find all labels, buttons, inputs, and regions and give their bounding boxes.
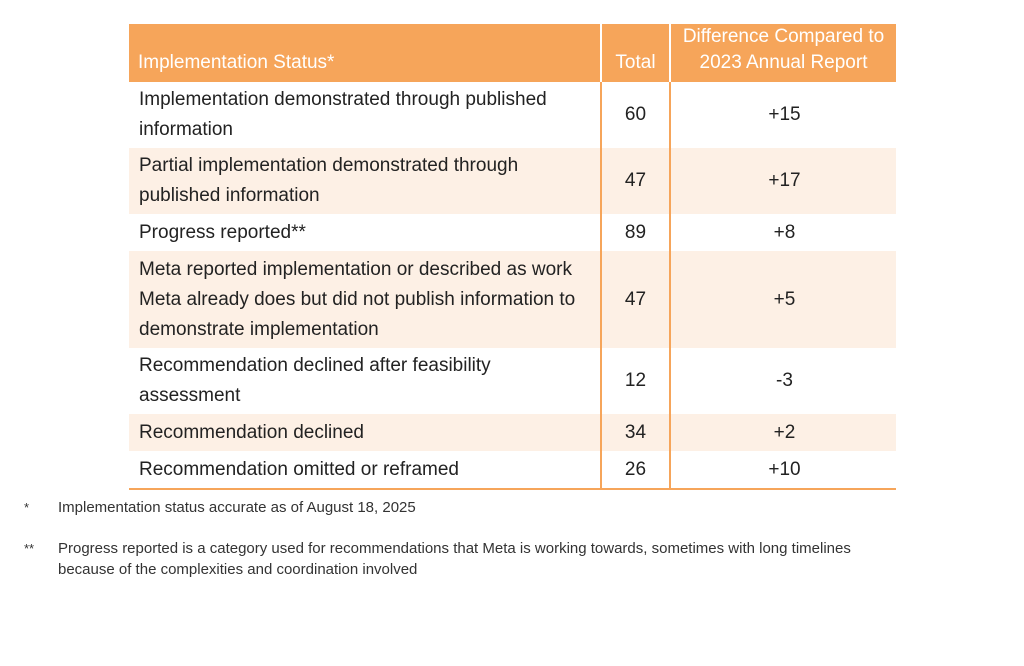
table-row: Implementation demonstrated through publ…: [129, 82, 896, 148]
row-status: Progress reported**: [139, 221, 306, 243]
row-difference: -3: [669, 348, 896, 414]
footnote-text: Implementation status accurate as of Aug…: [58, 499, 416, 516]
footnote-text: Progress reported is a category used for…: [58, 540, 851, 578]
table-row: Recommendation declined after feasibilit…: [129, 348, 896, 414]
row-total: 47: [600, 251, 670, 348]
row-status: Recommendation omitted or reframed: [129, 451, 601, 490]
header-implementation-status: Implementation Status*: [129, 24, 601, 82]
table-row: Recommendation omitted or reframed 26 +1…: [129, 451, 896, 490]
footnote-mark: **: [24, 541, 35, 556]
table-row: Meta reported implementation or describe…: [129, 251, 896, 348]
row-difference: +10: [669, 451, 896, 490]
row-total: 47: [600, 148, 670, 214]
footnote-mark: *: [24, 500, 30, 515]
table-row: Partial implementation demonstrated thro…: [129, 148, 896, 214]
row-status: Meta reported implementation or describe…: [129, 251, 601, 348]
row-total: 60: [600, 82, 670, 148]
row-status: Implementation demonstrated through publ…: [139, 89, 547, 140]
implementation-status-table: Implementation Status* Total Difference …: [129, 24, 896, 490]
row-status: Recommendation declined after feasibilit…: [139, 355, 491, 406]
status-table-container: Implementation Status* Total Difference …: [129, 24, 896, 490]
row-status: Partial implementation demonstrated thro…: [129, 148, 601, 214]
row-difference: +15: [669, 82, 896, 148]
footnote: ** Progress reported is a category used …: [24, 538, 984, 580]
header-total: Total: [600, 24, 670, 82]
table-row: Recommendation declined 34 +2: [129, 414, 896, 451]
row-total: 89: [600, 214, 670, 251]
row-difference: +8: [669, 214, 896, 251]
row-difference: +17: [669, 148, 896, 214]
footnotes: * Implementation status accurate as of A…: [24, 497, 984, 600]
footnote: * Implementation status accurate as of A…: [24, 497, 984, 518]
row-difference: +5: [669, 251, 896, 348]
row-total: 12: [600, 348, 670, 414]
table-row: Progress reported** 89 +8: [129, 214, 896, 251]
row-difference: +2: [669, 414, 896, 451]
row-total: 34: [600, 414, 670, 451]
table-header-row: Implementation Status* Total Difference …: [129, 24, 896, 82]
row-total: 26: [600, 451, 670, 490]
header-difference: Difference Compared to 2023 Annual Repor…: [669, 24, 896, 82]
row-status: Recommendation declined: [129, 414, 601, 451]
